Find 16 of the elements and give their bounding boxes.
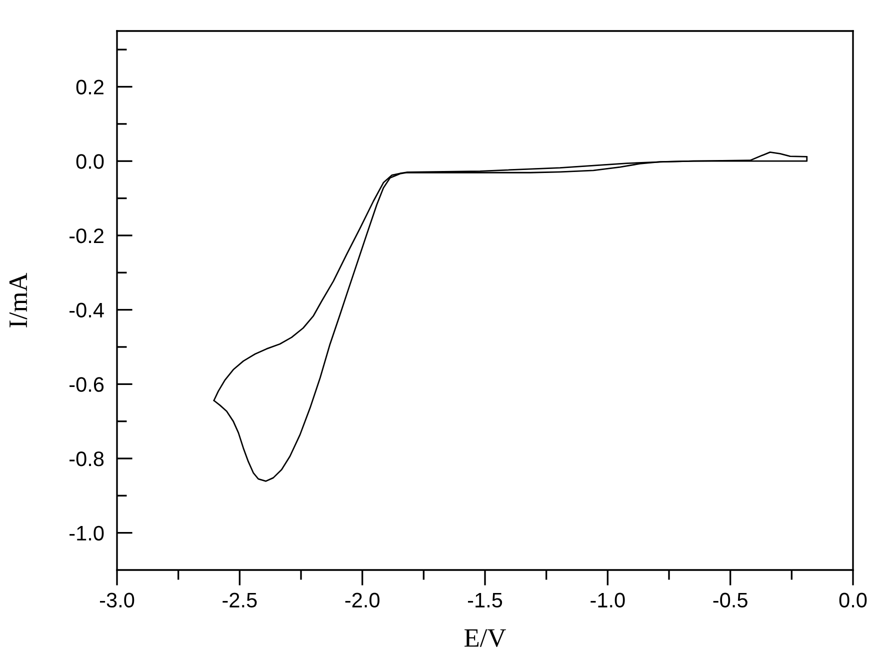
y-tick-label: -0.6 bbox=[70, 377, 104, 392]
x-tick-label: 0.0 bbox=[839, 592, 867, 608]
y-tick-label: -0.4 bbox=[70, 302, 104, 318]
x-tick-label: -3.0 bbox=[100, 592, 134, 608]
x-tick-label: -1.0 bbox=[590, 592, 625, 608]
x-axis-title: E/V bbox=[464, 629, 506, 648]
y-tick-label: 0.2 bbox=[76, 80, 104, 95]
x-tick-label: -2.5 bbox=[222, 592, 257, 608]
x-tick-label: -0.5 bbox=[713, 592, 748, 608]
x-tick-label: -2.0 bbox=[345, 592, 380, 608]
y-tick-label: 0.0 bbox=[76, 154, 104, 169]
x-tick-label: -1.5 bbox=[468, 592, 502, 608]
y-tick-label: -0.2 bbox=[70, 228, 104, 244]
y-tick-label: -0.8 bbox=[70, 451, 104, 466]
y-axis-title: I/mA bbox=[9, 272, 28, 328]
y-tick-label: -1.0 bbox=[70, 526, 104, 541]
